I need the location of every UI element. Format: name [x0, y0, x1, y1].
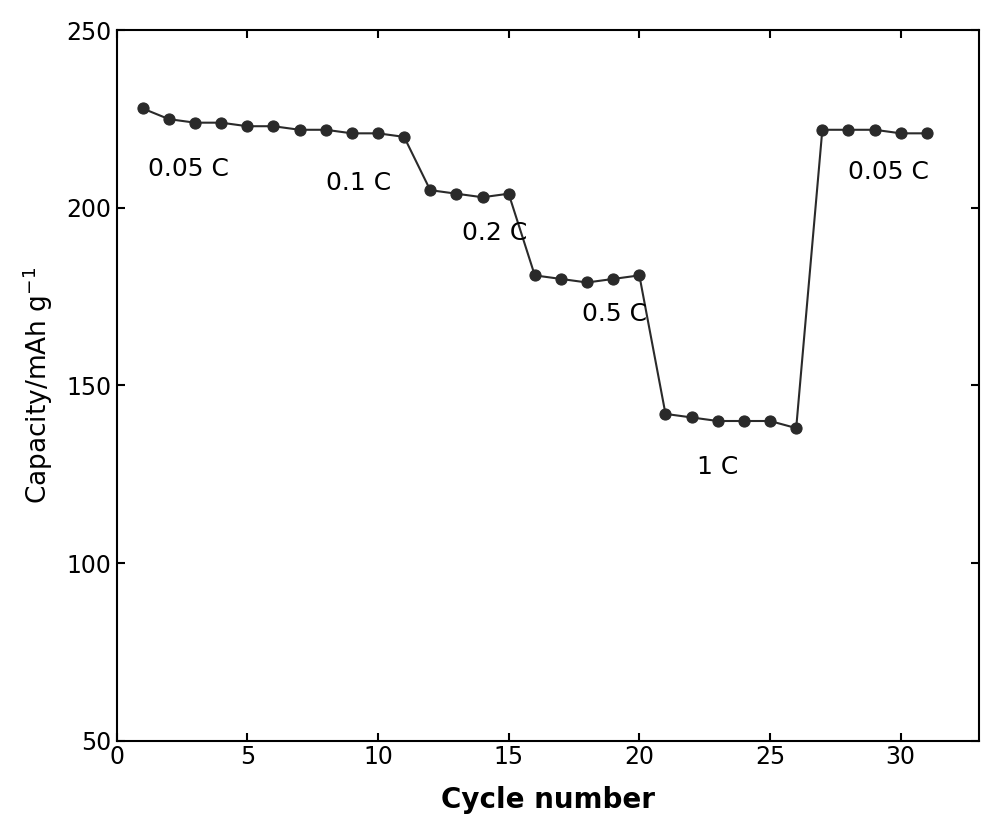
Text: 0.1 C: 0.1 C [326, 171, 391, 195]
Text: 1 C: 1 C [697, 455, 738, 479]
Y-axis label: Capacity/mAh g$^{-1}$: Capacity/mAh g$^{-1}$ [21, 266, 55, 504]
Text: 0.2 C: 0.2 C [462, 220, 527, 245]
Text: 0.5 C: 0.5 C [582, 302, 647, 326]
Text: 0.05 C: 0.05 C [148, 157, 229, 181]
X-axis label: Cycle number: Cycle number [441, 787, 655, 814]
Text: 0.05 C: 0.05 C [848, 160, 929, 185]
